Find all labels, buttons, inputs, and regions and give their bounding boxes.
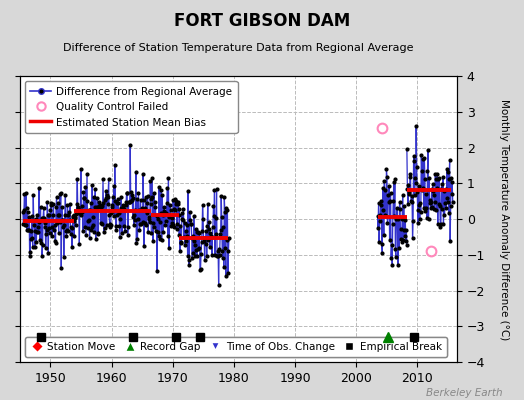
Title: Difference of Station Temperature Data from Regional Average: Difference of Station Temperature Data f… [63,43,413,53]
Legend: Station Move, Record Gap, Time of Obs. Change, Empirical Break: Station Move, Record Gap, Time of Obs. C… [25,337,447,357]
Text: Berkeley Earth: Berkeley Earth [427,388,503,398]
Y-axis label: Monthly Temperature Anomaly Difference (°C): Monthly Temperature Anomaly Difference (… [499,98,509,340]
Text: FORT GIBSON DAM: FORT GIBSON DAM [174,12,350,30]
